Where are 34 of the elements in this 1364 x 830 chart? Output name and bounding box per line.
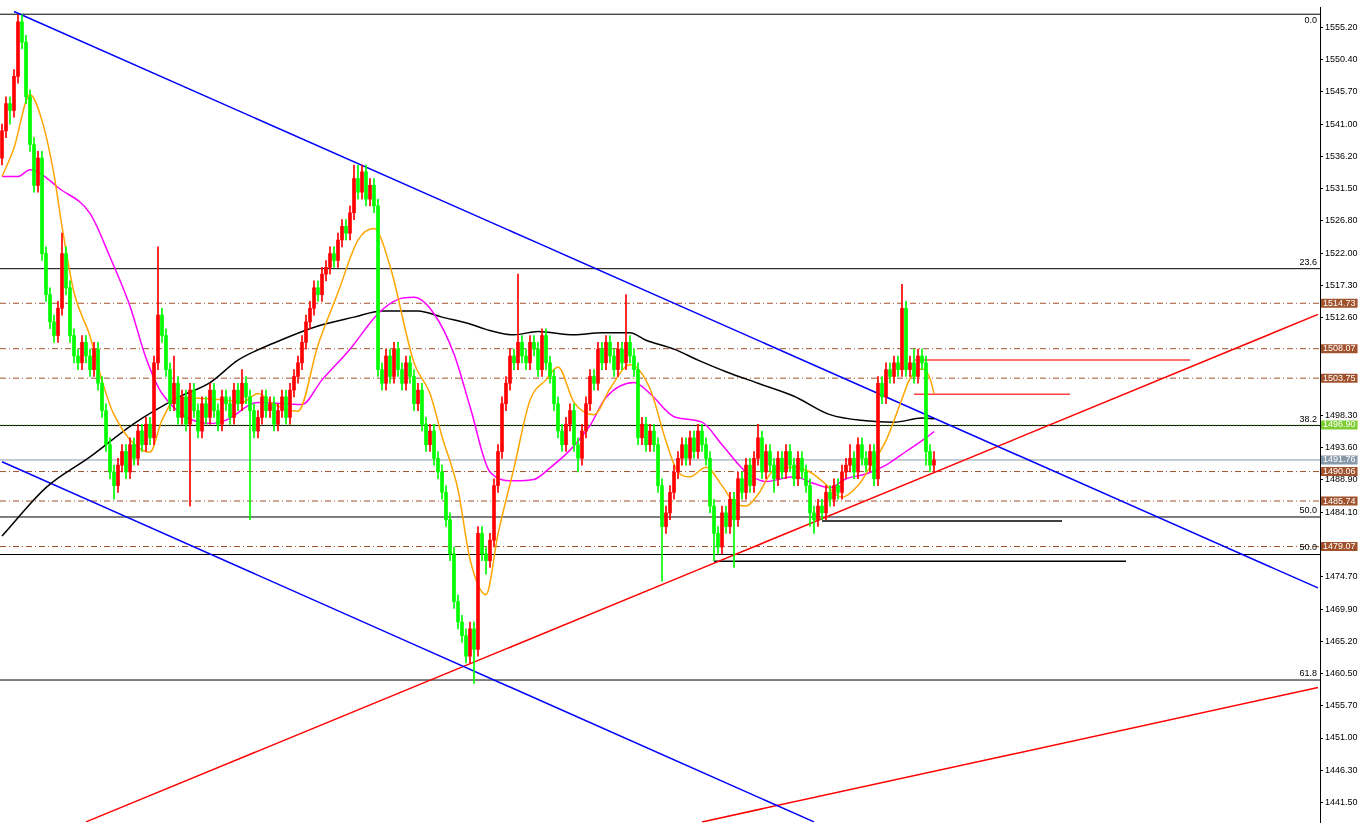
annotation: 38.2: [1299, 413, 1317, 424]
y-tick-label: 1517.30: [1325, 280, 1358, 291]
annotation: 23.6: [1299, 256, 1317, 267]
y-tick-label: 1531.50: [1325, 183, 1358, 194]
y-tick-label: 1460.50: [1325, 667, 1358, 678]
y-tick-label: 1455.70: [1325, 700, 1358, 711]
y-tick-label: 1469.90: [1325, 603, 1358, 614]
annotation: 50.0: [1299, 504, 1317, 515]
ref-line-label: 1490.06: [1323, 466, 1356, 477]
y-tick-label: 1550.40: [1325, 54, 1358, 65]
y-tick-label: 1498.30: [1325, 409, 1358, 420]
y-tick-label: 1555.20: [1325, 21, 1358, 32]
y-tick-label: 1446.30: [1325, 764, 1358, 775]
ref-line-label: 1503.75: [1323, 372, 1356, 383]
y-tick-label: 1541.00: [1325, 118, 1358, 129]
y-tick-label: 1441.50: [1325, 797, 1358, 808]
y-tick-label: 1522.00: [1325, 248, 1358, 259]
y-tick-label: 1536.20: [1325, 151, 1358, 162]
y-tick-label: 1526.80: [1325, 215, 1358, 226]
y-tick-label: 1493.60: [1325, 441, 1358, 452]
ref-line-label: 1479.07: [1323, 541, 1356, 552]
annotation: 0.0: [1304, 15, 1317, 26]
ref-line-label: 1508.07: [1323, 343, 1356, 354]
y-tick-label: 1451.00: [1325, 732, 1358, 743]
y-tick-label: 1465.20: [1325, 635, 1358, 646]
ref-line-label: 1514.73: [1323, 297, 1356, 308]
y-tick-label: 1474.70: [1325, 570, 1358, 581]
ref-line-label: 1496.90: [1323, 419, 1356, 430]
y-tick-label: 1512.60: [1325, 312, 1358, 323]
annotation: 61.8: [1299, 668, 1317, 679]
y-tick-label: 1484.10: [1325, 506, 1358, 517]
ref-line-label: 1491.76: [1323, 454, 1356, 465]
y-tick-label: 1545.70: [1325, 86, 1358, 97]
ref-line-label: 1485.74: [1323, 495, 1356, 506]
